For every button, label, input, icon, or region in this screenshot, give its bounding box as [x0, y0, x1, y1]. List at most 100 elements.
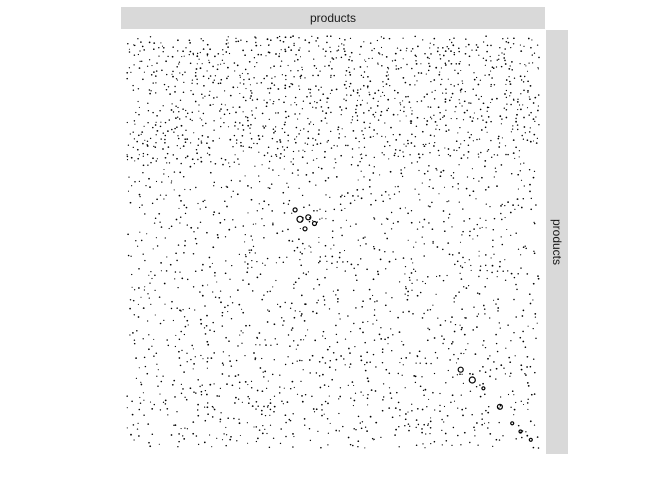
scatter-point: [482, 304, 485, 307]
scatter-point: [137, 422, 139, 424]
scatter-point: [325, 194, 327, 196]
scatter-point: [213, 383, 215, 385]
scatter-point: [520, 93, 522, 95]
scatter-point: [299, 251, 302, 253]
scatter-point: [525, 65, 527, 67]
scatter-point: [345, 74, 347, 76]
scatter-point: [486, 106, 489, 109]
scatter-point: [126, 77, 128, 80]
scatter-point: [175, 78, 178, 80]
scatter-point: [497, 135, 500, 138]
scatter-point: [146, 372, 149, 375]
scatter-point: [241, 342, 243, 344]
scatter-point: [426, 120, 429, 122]
scatter-point: [343, 44, 345, 46]
scatter-point: [213, 120, 215, 122]
scatter-point: [271, 82, 273, 85]
scatter-point: [348, 66, 350, 69]
scatter-point: [303, 320, 306, 322]
scatter-point: [179, 222, 181, 224]
scatter-point: [151, 65, 153, 67]
scatter-point: [397, 67, 400, 70]
scatter-point: [443, 115, 446, 117]
scatter-point: [313, 64, 316, 67]
scatter-point: [377, 100, 379, 102]
scatter-point: [421, 431, 423, 434]
scatter-point: [397, 91, 399, 94]
scatter-point: [441, 444, 443, 446]
scatter-point: [290, 302, 293, 305]
scatter-point: [226, 77, 228, 80]
scatter-point: [264, 339, 266, 341]
scatter-point: [204, 389, 207, 392]
scatter-point: [429, 420, 432, 423]
scatter-point: [433, 372, 436, 375]
scatter-point: [242, 145, 244, 147]
scatter-point: [486, 277, 488, 280]
scatter-point: [214, 55, 216, 58]
scatter-point: [520, 179, 523, 181]
scatter-point: [284, 84, 287, 87]
scatter-point: [273, 405, 276, 408]
scatter-point: [386, 141, 389, 143]
scatter-point: [450, 50, 452, 52]
scatter-point: [209, 266, 211, 268]
scatter-point: [475, 49, 478, 51]
scatter-point: [427, 327, 429, 329]
scatter-point: [160, 138, 162, 140]
scatter-point: [415, 60, 417, 62]
scatter-point: [454, 263, 456, 266]
scatter-point: [445, 382, 447, 384]
scatter-point: [218, 212, 221, 215]
scatter-point: [515, 438, 517, 440]
scatter-point: [498, 146, 501, 148]
scatter-point: [446, 274, 448, 277]
scatter-point: [265, 387, 268, 390]
scatter-point: [490, 85, 492, 88]
scatter-point: [400, 169, 402, 171]
scatter-point: [204, 305, 206, 307]
scatter-point: [345, 99, 347, 102]
scatter-point: [275, 154, 277, 156]
scatter-point: [164, 156, 167, 159]
scatter-point: [378, 333, 381, 336]
scatter-point: [440, 83, 442, 86]
scatter-point: [188, 307, 191, 310]
scatter-point: [268, 167, 270, 169]
scatter-point: [435, 293, 437, 295]
scatter-point: [538, 56, 540, 59]
scatter-point: [459, 241, 462, 243]
scatter-point: [142, 78, 144, 81]
scatter-point: [242, 129, 245, 131]
scatter-point: [303, 339, 305, 341]
scatter-point: [132, 131, 134, 133]
scatter-point: [327, 444, 329, 446]
scatter-point: [337, 128, 339, 131]
scatter-point: [526, 402, 529, 404]
scatter-point: [529, 85, 532, 87]
scatter-point: [405, 145, 407, 147]
scatter-point: [255, 440, 258, 443]
scatter-point: [383, 37, 385, 40]
scatter-point: [269, 414, 271, 416]
scatter-point: [439, 404, 441, 407]
scatter-point: [473, 177, 475, 180]
scatter-point: [300, 74, 303, 77]
scatter-point: [520, 267, 522, 269]
scatter-point: [341, 128, 343, 130]
scatter-point: [522, 246, 525, 249]
scatter-point: [351, 381, 354, 383]
scatter-point: [347, 315, 349, 317]
scatter-point: [463, 154, 465, 156]
scatter-point: [348, 366, 351, 368]
scatter-point: [458, 62, 461, 65]
scatter-point: [303, 418, 306, 420]
scatter-point: [321, 110, 324, 112]
scatter-point: [291, 212, 293, 214]
scatter-point: [475, 44, 478, 46]
scatter-point: [423, 218, 426, 221]
scatter-point: [279, 374, 281, 376]
scatter-point: [300, 313, 303, 315]
scatter-point: [250, 198, 253, 201]
scatter-point: [149, 186, 151, 189]
